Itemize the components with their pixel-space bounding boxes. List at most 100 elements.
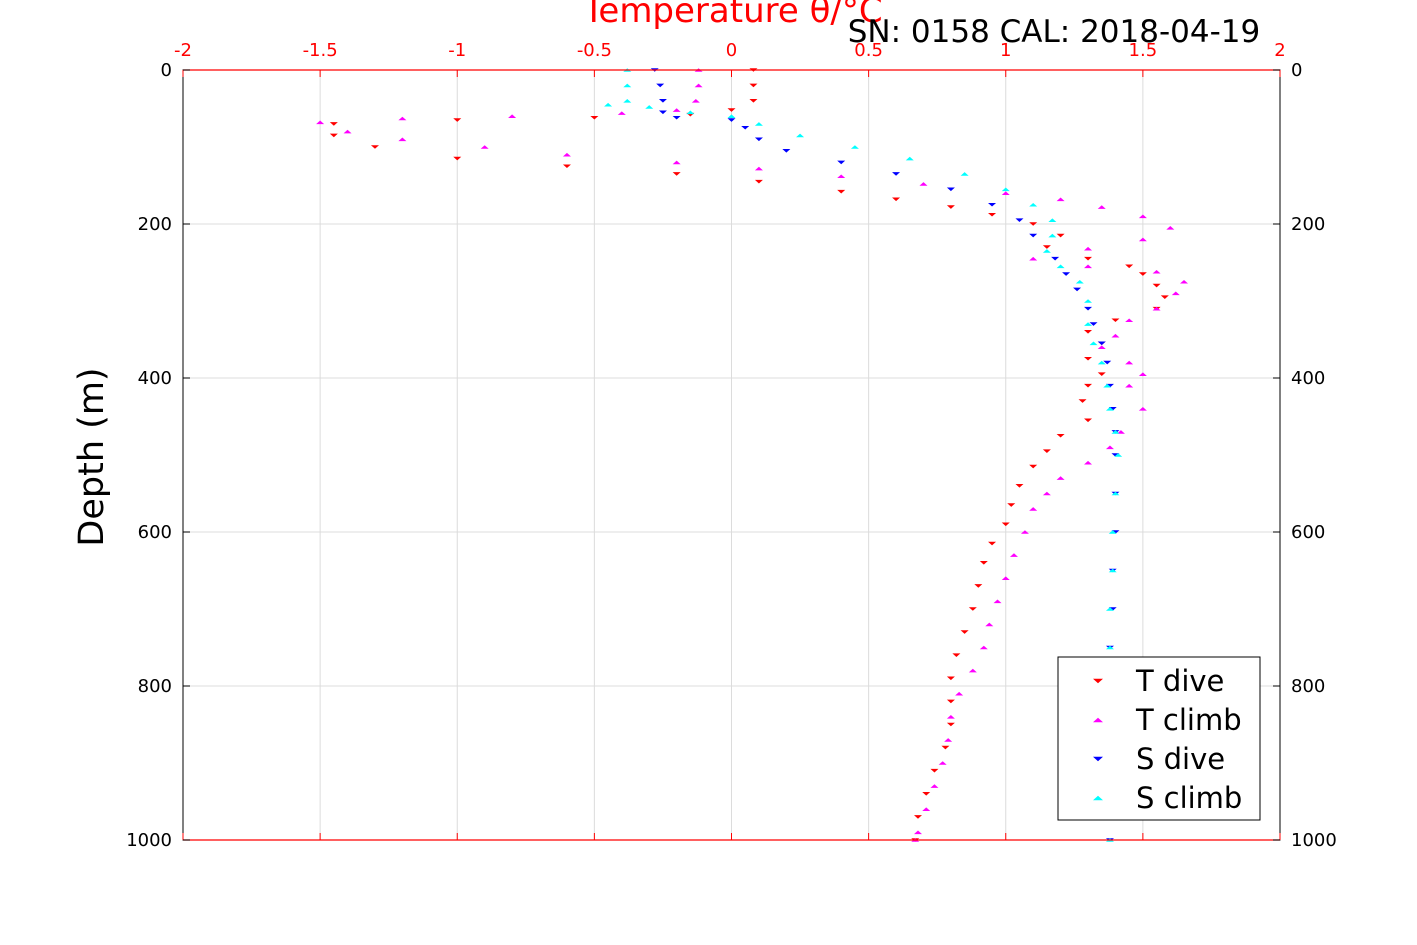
data-point xyxy=(1029,233,1038,238)
legend-marker xyxy=(1093,795,1103,801)
data-point xyxy=(672,108,681,112)
data-point xyxy=(946,205,955,209)
data-point xyxy=(960,630,969,634)
data-point xyxy=(837,160,846,165)
data-point xyxy=(645,105,654,109)
data-point xyxy=(1042,245,1051,249)
data-point xyxy=(1015,484,1024,488)
data-point xyxy=(988,541,997,546)
data-point xyxy=(1084,322,1093,326)
data-point xyxy=(1097,372,1106,376)
data-point xyxy=(562,152,571,157)
data-point xyxy=(480,145,489,149)
data-point xyxy=(1084,460,1093,465)
data-point xyxy=(562,164,571,169)
data-point xyxy=(1097,360,1106,365)
data-point xyxy=(1152,269,1161,274)
data-point xyxy=(955,691,964,696)
data-point xyxy=(1108,530,1117,534)
data-point xyxy=(1111,491,1120,496)
data-point xyxy=(946,699,955,704)
data-point xyxy=(453,156,462,161)
data-point xyxy=(913,830,922,835)
y-tick-label-left: 400 xyxy=(138,368,172,389)
data-point xyxy=(1051,256,1060,261)
data-point xyxy=(754,179,763,184)
data-point xyxy=(1056,476,1065,480)
chart-title: Temperature θ/°C xyxy=(582,0,882,31)
data-point xyxy=(968,668,977,673)
data-point xyxy=(1029,464,1038,469)
data-point xyxy=(453,118,462,122)
data-point xyxy=(1056,264,1065,269)
data-point xyxy=(1029,222,1038,226)
data-point xyxy=(1105,407,1114,411)
legend-marker xyxy=(1093,756,1103,762)
y-tick-label-left: 200 xyxy=(138,214,172,235)
data-point xyxy=(1001,576,1010,580)
data-point xyxy=(1084,383,1093,388)
data-point xyxy=(1160,295,1169,299)
data-point xyxy=(938,761,947,765)
data-point xyxy=(1105,445,1114,450)
data-point xyxy=(1138,237,1147,242)
data-point xyxy=(1138,272,1147,276)
data-point xyxy=(623,83,632,88)
data-point xyxy=(658,110,667,115)
data-point xyxy=(1116,430,1125,434)
data-point xyxy=(979,645,988,650)
data-point xyxy=(1138,214,1147,219)
data-point xyxy=(837,174,846,179)
data-point xyxy=(1056,233,1065,238)
data-point xyxy=(946,715,955,719)
data-point xyxy=(1001,522,1010,527)
data-point xyxy=(508,114,517,118)
data-point xyxy=(1042,249,1051,253)
data-point xyxy=(398,116,407,121)
data-point xyxy=(1084,356,1093,361)
data-point xyxy=(727,108,736,112)
data-point xyxy=(686,110,695,115)
series-t-dive xyxy=(329,68,1169,842)
data-point xyxy=(329,133,338,138)
data-point xyxy=(343,129,352,134)
data-point xyxy=(749,83,758,88)
data-point xyxy=(930,784,939,788)
data-point xyxy=(1125,264,1134,269)
data-point xyxy=(1075,279,1084,284)
data-point xyxy=(656,83,665,88)
data-point xyxy=(1015,218,1024,222)
data-point xyxy=(1084,256,1093,261)
data-point xyxy=(316,120,325,125)
data-point xyxy=(960,172,969,176)
data-point xyxy=(952,653,961,657)
data-point xyxy=(604,102,613,107)
data-point xyxy=(922,807,931,811)
legend-marker xyxy=(1093,678,1103,684)
data-point xyxy=(1125,383,1134,388)
data-point xyxy=(1125,360,1134,365)
y-tick-label-right: 800 xyxy=(1291,676,1325,697)
data-point xyxy=(944,738,953,742)
data-point xyxy=(946,722,955,727)
x-tick-label: 2 xyxy=(1274,40,1285,61)
y-tick-label-right: 1000 xyxy=(1291,830,1337,851)
data-point xyxy=(1078,399,1087,403)
data-point xyxy=(694,83,703,88)
chart-subtitle: SN: 0158 CAL: 2018-04-19 xyxy=(848,14,1261,50)
data-point xyxy=(1029,507,1038,511)
data-point xyxy=(672,160,681,165)
legend: T dive T climb S dive S climb xyxy=(1057,656,1261,821)
data-point xyxy=(1084,330,1093,334)
data-point xyxy=(930,768,939,773)
data-point xyxy=(623,99,632,103)
data-point xyxy=(941,745,950,750)
data-point xyxy=(1111,333,1120,338)
data-point xyxy=(1111,318,1120,323)
data-point xyxy=(370,145,379,149)
data-point xyxy=(1029,202,1038,207)
data-point xyxy=(329,122,338,126)
data-point xyxy=(974,584,983,588)
x-tick-label: 1.5 xyxy=(1129,40,1158,61)
